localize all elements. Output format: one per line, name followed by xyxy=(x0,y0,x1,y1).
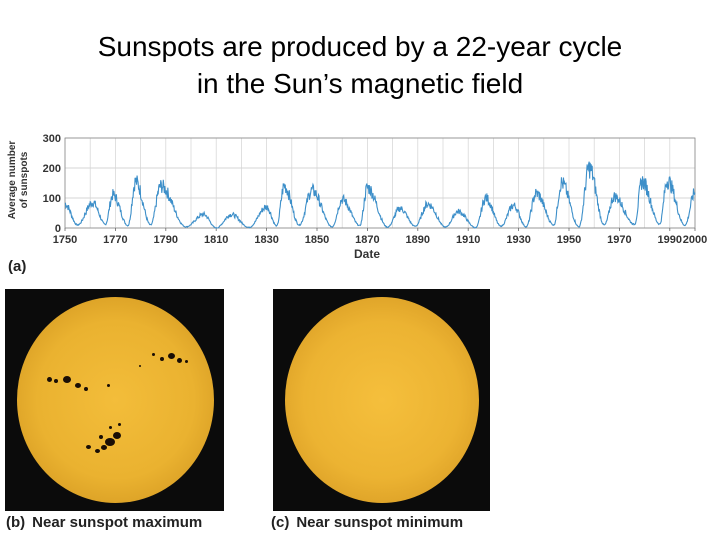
title-line-1: Sunspots are produced by a 22-year cycle xyxy=(97,31,623,62)
sunspot xyxy=(63,376,71,383)
sunspot xyxy=(113,432,121,439)
sunspot xyxy=(99,435,103,439)
sunspot xyxy=(168,353,175,359)
panel-b-letter: (b) xyxy=(6,514,26,531)
panel-a-letter: (a) xyxy=(8,258,27,275)
sunspot xyxy=(47,377,52,382)
x-tick-label: 2000 xyxy=(683,234,707,246)
x-tick-label: 1970 xyxy=(607,234,631,246)
title-line-2: in the Sun’s magnetic field xyxy=(196,68,524,99)
x-tick-label: 1990 xyxy=(658,234,682,246)
x-tick-label: 1770 xyxy=(103,234,127,246)
panel-b-caption: (b) Near sunspot maximum xyxy=(6,514,202,531)
sunspot xyxy=(152,353,155,356)
x-tick-label: 1850 xyxy=(305,234,329,246)
y-tick-labels: 0 100 200 300 xyxy=(43,133,61,235)
sunspot xyxy=(84,387,88,391)
x-tick-label: 1910 xyxy=(456,234,480,246)
sunspot xyxy=(95,449,100,453)
sunspot xyxy=(54,379,58,383)
sunspot xyxy=(139,365,141,367)
sunspot xyxy=(177,358,182,363)
x-tick-labels: 1750 1770 1790 1810 1830 1850 1870 1890 1910 1930… xyxy=(53,234,707,246)
sunspot xyxy=(160,357,164,361)
sunspot xyxy=(101,445,107,450)
y-tick-label: 0 xyxy=(55,223,61,235)
x-tick-label: 1950 xyxy=(557,234,581,246)
sunspot xyxy=(86,445,91,449)
sunspot xyxy=(105,438,115,446)
sunspot xyxy=(185,360,188,363)
chart-axes xyxy=(64,137,696,231)
y-tick-label: 100 xyxy=(43,193,61,205)
series-line-sunspots xyxy=(64,161,696,229)
panel-c-letter: (c) xyxy=(271,514,290,531)
sunspot xyxy=(118,423,121,426)
sun-image-maximum xyxy=(5,289,224,511)
y-tick-label: 200 xyxy=(43,163,61,175)
sunspot xyxy=(107,384,110,387)
x-tick-label: 1750 xyxy=(53,234,77,246)
sunspot xyxy=(75,383,81,388)
x-tick-label: 1810 xyxy=(204,234,228,246)
panel-c-caption-text: Near sunspot minimum xyxy=(296,514,464,531)
slide-title: Sunspots are produced by a 22-year cycle… xyxy=(0,28,720,102)
sun-disk-minimum xyxy=(285,297,479,503)
panel-c-caption: (c) Near sunspot minimum xyxy=(271,514,463,531)
panel-a-label: (a) xyxy=(8,258,26,275)
y-axis-label-line-2: of sunspots xyxy=(19,151,30,208)
x-tick-label: 1830 xyxy=(254,234,278,246)
sunspot xyxy=(109,426,112,429)
x-tick-label: 1870 xyxy=(355,234,379,246)
plot-frame xyxy=(64,137,696,229)
y-tick-label: 300 xyxy=(43,133,61,145)
panel-b-caption-text: Near sunspot maximum xyxy=(32,514,203,531)
x-tick-label: 1790 xyxy=(154,234,178,246)
x-tick-label: 1930 xyxy=(506,234,530,246)
x-axis-label: Date xyxy=(354,247,380,261)
sun-disk-maximum xyxy=(17,297,214,503)
y-axis-label-line-1: Average number xyxy=(7,141,18,220)
x-tick-label: 1890 xyxy=(406,234,430,246)
sun-image-minimum xyxy=(273,289,490,511)
